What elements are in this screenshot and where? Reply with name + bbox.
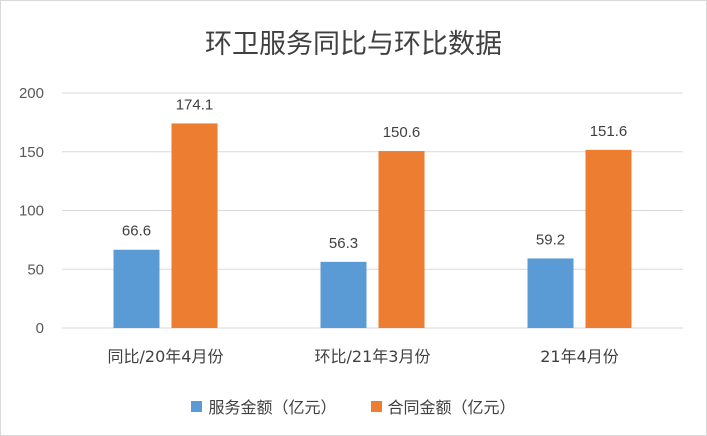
- y-tick-label-0: 0: [36, 320, 44, 337]
- data-label-s0-c2: 59.2: [536, 231, 565, 248]
- bar-s0-c1: [320, 261, 367, 328]
- legend-swatch-contract: [370, 400, 382, 412]
- y-tick-label-200: 200: [19, 85, 44, 102]
- y-tick-label-150: 150: [19, 144, 44, 161]
- data-label-s1-c1: 150.6: [383, 124, 421, 141]
- legend: 服务金额（亿元） 合同金额（亿元）: [0, 394, 707, 418]
- y-tick-label-100: 100: [19, 203, 44, 220]
- legend-label-service: 服务金额（亿元）: [208, 398, 337, 417]
- data-label-s0-c0: 66.6: [122, 223, 151, 240]
- data-label-s0-c1: 56.3: [329, 235, 358, 252]
- legend-item-service: 服务金额（亿元）: [191, 394, 337, 418]
- bar-s1-c2: [585, 149, 632, 328]
- x-category-label-1: 环比/21年3月份: [315, 347, 431, 366]
- data-label-s1-c0: 174.1: [176, 96, 214, 113]
- legend-label-contract: 合同金额（亿元）: [387, 398, 516, 417]
- bar-s1-c1: [378, 151, 425, 328]
- x-category-label-0: 同比/20年4月份: [108, 347, 224, 366]
- chart-title: 环卫服务同比与环比数据: [205, 29, 502, 60]
- legend-item-contract: 合同金额（亿元）: [370, 394, 516, 418]
- x-category-label-2: 21年4月份: [540, 347, 619, 366]
- bar-s0-c2: [527, 258, 574, 328]
- bar-s1-c0: [171, 123, 218, 329]
- data-label-s1-c2: 151.6: [590, 123, 628, 140]
- legend-swatch-service: [191, 400, 203, 412]
- y-tick-label-50: 50: [27, 261, 44, 278]
- bar-s0-c0: [113, 249, 160, 328]
